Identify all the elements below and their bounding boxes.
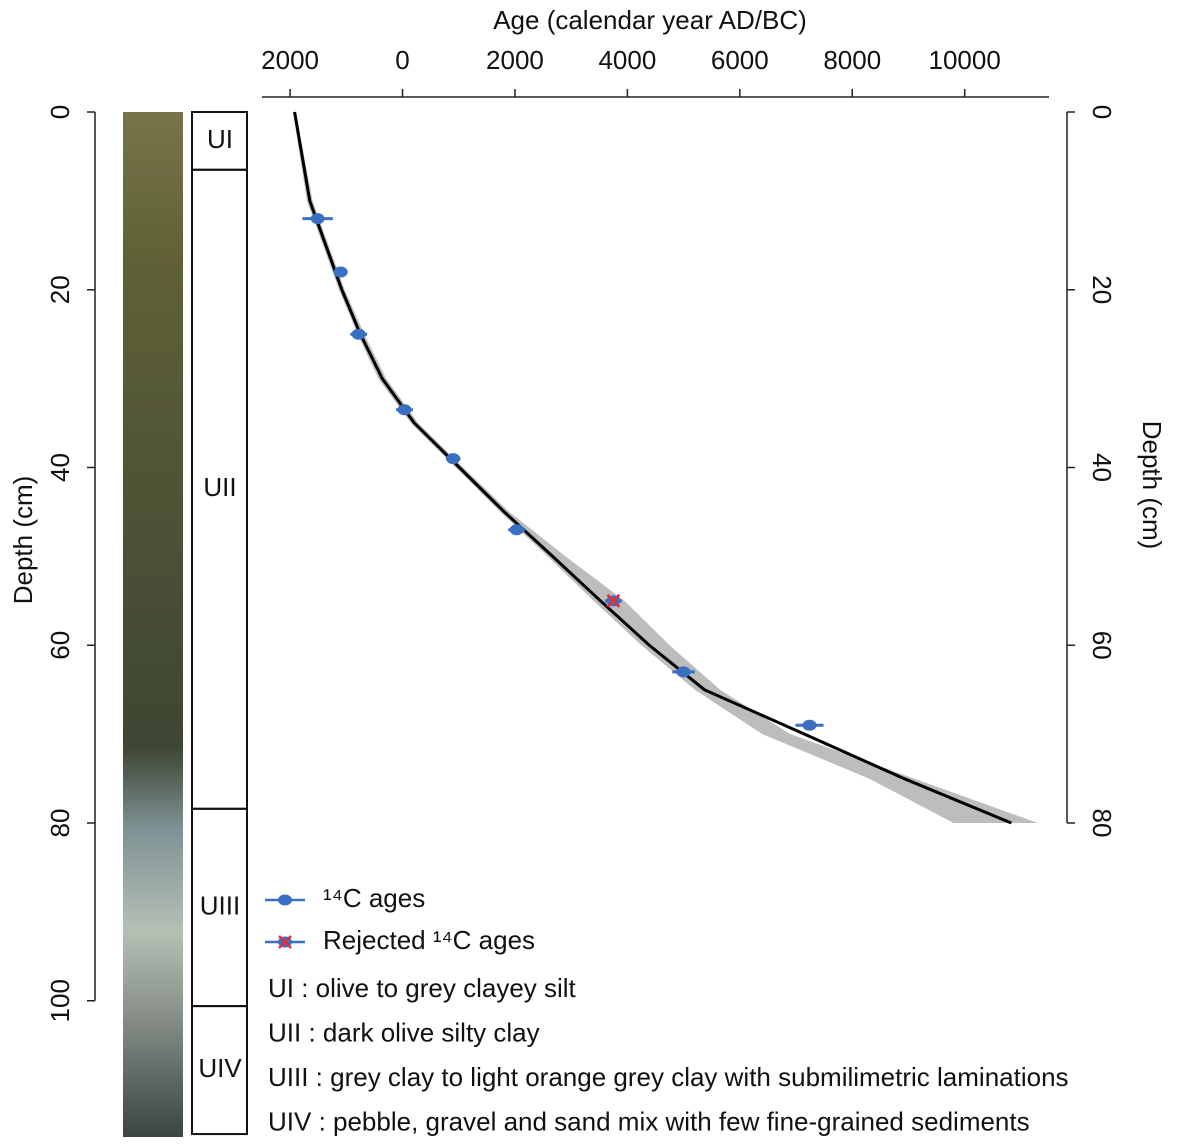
reject-cross [606,593,621,608]
y2-axis-label: Depth (cm) [1137,421,1167,550]
unit-description: UI : olive to grey clayey silt [268,973,577,1003]
y2-tick-label: 40 [1087,453,1117,482]
y2-tick-label: 60 [1087,631,1117,660]
x-tick-label: 10000 [929,45,1001,75]
unit-label: UI [207,124,233,154]
point [351,328,366,340]
y2-tick-label: 0 [1087,105,1117,119]
y-tick-label: 100 [45,979,75,1022]
y2-tick-label: 20 [1087,275,1117,304]
point [333,266,348,278]
point [676,666,691,678]
y-tick-label: 60 [45,631,75,660]
unit-label: UIV [198,1053,242,1083]
legend-label: ¹⁴C ages [323,883,425,913]
unit-description: UIII : grey clay to light orange grey cl… [268,1062,1069,1092]
uncertainty-band [292,112,1038,823]
x-tick-label: 4000 [598,45,656,75]
unit-label: UII [203,472,236,502]
age-model-line [293,111,1012,825]
y-tick-label: 40 [45,453,75,482]
x-tick-label: 2000 [486,45,544,75]
x-tick-label: 0 [395,45,409,75]
x-tick-label: 2000 [261,45,319,75]
point [278,894,292,906]
core-photo [123,112,183,1137]
y-axis-label: Depth (cm) [8,476,38,605]
y-tick-label: 80 [45,809,75,838]
unit-description: UII : dark olive silty clay [268,1017,540,1047]
point [802,719,817,731]
legend-label: Rejected ¹⁴C ages [323,925,535,955]
point [397,404,412,416]
y2-tick-label: 80 [1087,809,1117,838]
point [446,453,461,465]
y-tick-label: 20 [45,275,75,304]
x-tick-label: 6000 [711,45,769,75]
y-tick-label: 0 [45,105,75,119]
point [310,213,325,225]
unit-label: UIII [200,890,240,920]
x-axis-label: Age (calendar year AD/BC) [493,5,807,35]
x-tick-label: 8000 [823,45,881,75]
reject-cross [278,935,292,949]
point [509,524,524,536]
unit-box [191,1005,248,1136]
unit-description: UIV : pebble, gravel and sand mix with f… [268,1106,1030,1136]
